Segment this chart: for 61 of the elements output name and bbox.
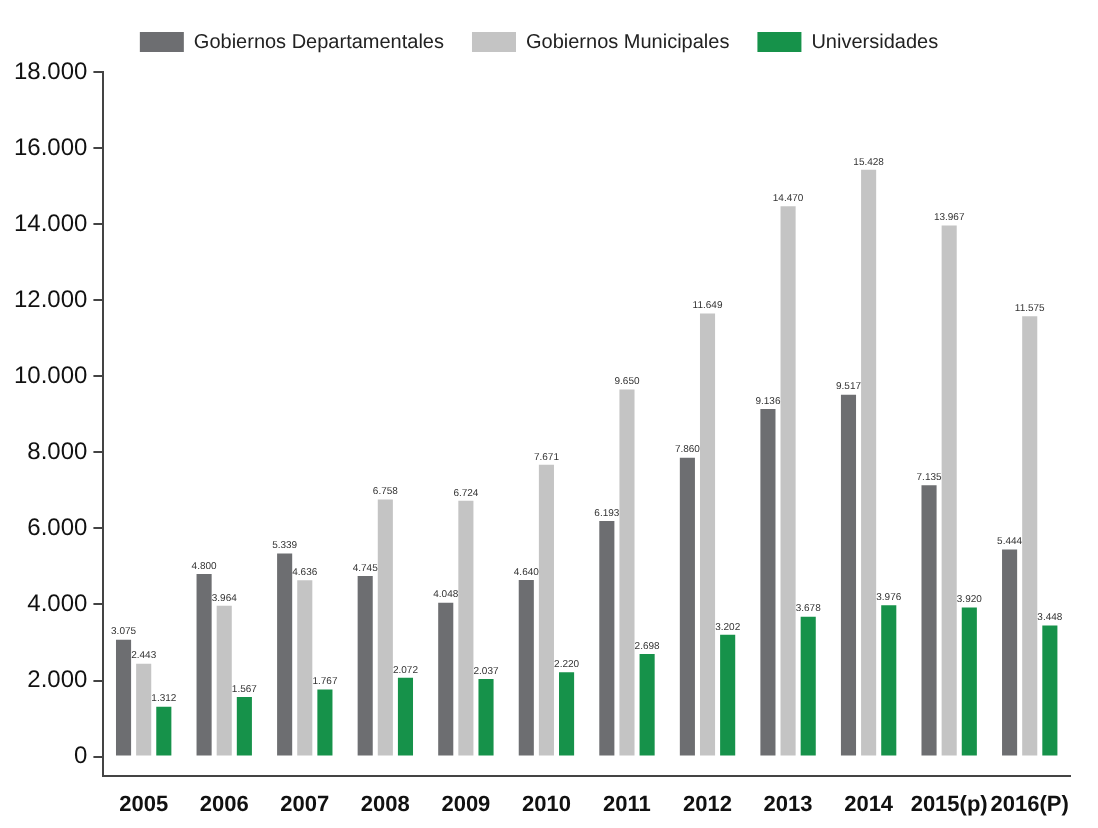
x-tick-label: 2015(p) <box>910 792 989 817</box>
y-tick-label: 16.000 <box>14 132 89 161</box>
x-tick-label: 2011 <box>603 792 651 817</box>
bar <box>377 499 393 756</box>
bar <box>780 206 796 756</box>
bar <box>1042 625 1058 756</box>
bar <box>297 580 313 756</box>
bar <box>438 602 454 756</box>
bar <box>216 605 232 756</box>
bar <box>277 553 293 756</box>
bar <box>518 580 534 756</box>
y-tick-label: 10.000 <box>14 360 89 389</box>
x-tick-label: 2007 <box>280 792 330 817</box>
x-tick-label: 2010 <box>521 792 571 817</box>
bar <box>357 576 373 756</box>
bar <box>861 169 877 756</box>
y-tick-label: 4.000 <box>27 589 89 618</box>
legend-label: Gobiernos Municipales <box>525 31 730 54</box>
bar <box>538 464 554 756</box>
y-tick-label: 2.000 <box>27 665 89 694</box>
x-tick-label: 2013 <box>763 792 813 817</box>
bar <box>921 485 937 756</box>
x-tick-label: 2008 <box>360 792 410 817</box>
bar <box>881 605 897 756</box>
bar <box>478 679 494 756</box>
bar <box>720 634 736 756</box>
bar <box>1022 316 1038 756</box>
y-tick-label: 18.000 <box>14 56 89 85</box>
y-tick-label: 12.000 <box>14 284 89 313</box>
bar <box>699 313 716 756</box>
bar <box>1002 549 1018 756</box>
legend-label: Gobiernos Departamentales <box>193 31 444 54</box>
bar <box>639 653 655 756</box>
bar <box>760 409 776 756</box>
bar <box>115 639 132 756</box>
bar <box>961 607 977 756</box>
bar <box>941 225 957 756</box>
legend-label: Universidades <box>811 31 939 54</box>
bar <box>559 672 575 756</box>
bar <box>136 663 152 756</box>
bar <box>599 521 615 756</box>
y-tick-label: 6.000 <box>27 513 89 542</box>
bar <box>397 677 414 756</box>
bar <box>679 457 695 756</box>
y-tick-label: 8.000 <box>27 436 89 465</box>
bar <box>236 696 252 756</box>
x-tick-label: 2014 <box>844 792 895 817</box>
x-tick-label: 2006 <box>199 792 249 817</box>
x-tick-label: 2005 <box>119 792 169 817</box>
y-tick-label: 14.000 <box>14 208 89 237</box>
bar <box>156 706 172 756</box>
bar <box>458 500 474 756</box>
x-tick-label: 2016(P) <box>990 792 1070 817</box>
bar <box>196 574 212 756</box>
bar <box>800 616 816 756</box>
bar <box>840 394 857 756</box>
x-tick-label: 2009 <box>441 792 491 817</box>
y-tick-label: 0 <box>74 741 89 770</box>
x-tick-label: 2012 <box>683 792 733 817</box>
bar <box>619 389 635 756</box>
bar <box>317 689 333 756</box>
